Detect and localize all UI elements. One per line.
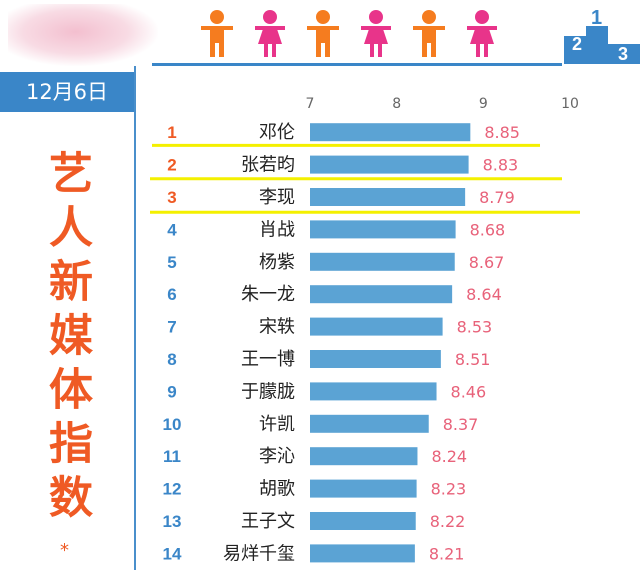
value-label: 8.24 xyxy=(431,447,467,466)
rank-label: 12 xyxy=(163,480,182,499)
male-person-icon xyxy=(201,10,233,57)
podium-number-1: 1 xyxy=(591,7,602,29)
female-person-icon xyxy=(467,10,497,57)
value-label: 8.85 xyxy=(484,123,520,142)
artist-name-label: 宋轶 xyxy=(259,317,295,338)
male-person-icon xyxy=(413,10,445,57)
artist-name-label: 胡歌 xyxy=(259,479,295,500)
value-label: 8.68 xyxy=(470,220,506,239)
score-bar xyxy=(310,317,443,336)
podium-number-2: 2 xyxy=(572,34,582,54)
x-tick-label: 9 xyxy=(479,96,488,112)
header-divider xyxy=(152,63,562,66)
value-label: 8.83 xyxy=(483,156,519,175)
rank-label: 13 xyxy=(163,512,182,531)
value-label: 8.64 xyxy=(466,285,502,304)
score-bar xyxy=(310,285,453,304)
rank-label: 10 xyxy=(163,415,182,434)
chart-title: 艺人新媒体指数 xyxy=(41,150,92,528)
artist-name-label: 朱一龙 xyxy=(241,284,295,305)
date-badge: 12月6日 xyxy=(0,72,134,112)
rank-label: 9 xyxy=(167,382,176,401)
score-bar xyxy=(310,220,456,239)
x-tick-label: 8 xyxy=(392,96,401,112)
rank-label: 6 xyxy=(167,285,176,304)
value-label: 8.79 xyxy=(479,188,515,207)
score-bar xyxy=(310,123,471,142)
rank-label: 5 xyxy=(167,253,176,272)
artist-name-label: 邓伦 xyxy=(259,122,295,143)
score-bar xyxy=(310,544,415,563)
artist-name-label: 李现 xyxy=(259,187,295,208)
podium-icon: 2 1 3 xyxy=(560,4,640,64)
artist-name-label: 许凯 xyxy=(259,414,295,435)
title-mark: * xyxy=(60,540,69,561)
rank-label: 11 xyxy=(163,447,181,466)
people-icons-row xyxy=(195,8,505,60)
score-bar xyxy=(310,414,429,433)
rank-label: 4 xyxy=(167,220,177,239)
score-bar xyxy=(310,512,416,530)
value-label: 8.46 xyxy=(451,382,487,401)
artist-name-label: 肖战 xyxy=(259,219,295,240)
artist-name-label: 易烊千玺 xyxy=(223,543,295,564)
rank-label: 2 xyxy=(167,156,176,175)
female-person-icon xyxy=(361,10,391,57)
rank-label: 1 xyxy=(167,123,176,142)
rank-label: 7 xyxy=(167,318,176,337)
score-bar xyxy=(310,447,418,466)
score-bar xyxy=(310,155,469,174)
score-bar xyxy=(310,479,417,498)
value-label: 8.23 xyxy=(431,480,467,499)
x-tick-label: 7 xyxy=(306,96,315,112)
blurred-watermark xyxy=(8,4,158,66)
rank-label: 8 xyxy=(167,350,176,369)
artist-name-label: 张若昀 xyxy=(241,155,295,176)
left-panel xyxy=(0,66,136,570)
score-bar xyxy=(310,188,466,206)
score-bar xyxy=(310,382,437,401)
artist-name-label: 李沁 xyxy=(259,446,295,467)
male-person-icon xyxy=(307,10,339,57)
value-label: 8.21 xyxy=(429,544,465,563)
value-label: 8.67 xyxy=(469,253,505,272)
artist-name-label: 王一博 xyxy=(241,349,295,370)
rank-label: 14 xyxy=(163,544,182,563)
podium-number-3: 3 xyxy=(618,44,628,64)
value-label: 8.37 xyxy=(443,415,479,434)
female-person-icon xyxy=(255,10,285,57)
artist-name-label: 于朦胧 xyxy=(241,381,295,402)
rank-label: 3 xyxy=(167,188,176,207)
artist-name-label: 王子文 xyxy=(241,511,295,532)
x-tick-label: 10 xyxy=(561,96,579,112)
value-label: 8.53 xyxy=(457,318,493,337)
value-label: 8.51 xyxy=(455,350,491,369)
artist-name-label: 杨紫 xyxy=(259,252,295,273)
score-bar xyxy=(310,252,455,271)
value-label: 8.22 xyxy=(430,512,466,531)
score-bar xyxy=(310,350,441,368)
